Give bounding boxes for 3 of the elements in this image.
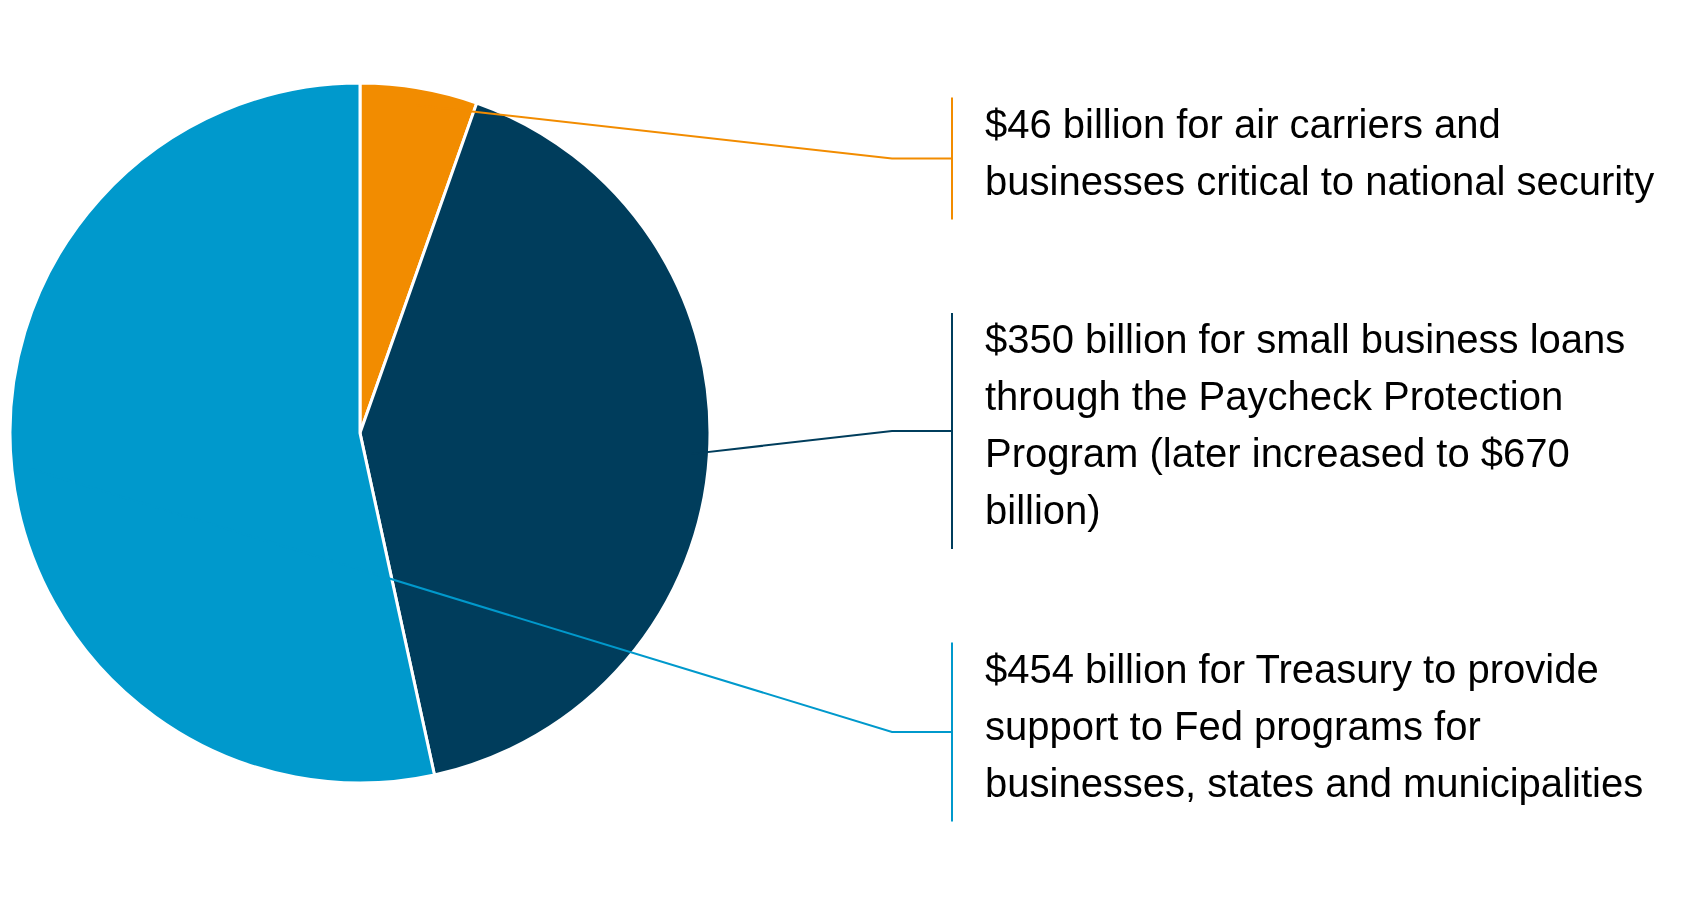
slice-label: $46 billion for air carriers and businesses critical to national security — [985, 101, 1655, 203]
slice-label: $350 billion for small business loans through the Paycheck Protection Program (later increased to $670 billion) — [985, 317, 1626, 532]
slice-label: $454 billion for Treasury to provide support to Fed programs for businesses, states and municipalities — [985, 646, 1644, 805]
